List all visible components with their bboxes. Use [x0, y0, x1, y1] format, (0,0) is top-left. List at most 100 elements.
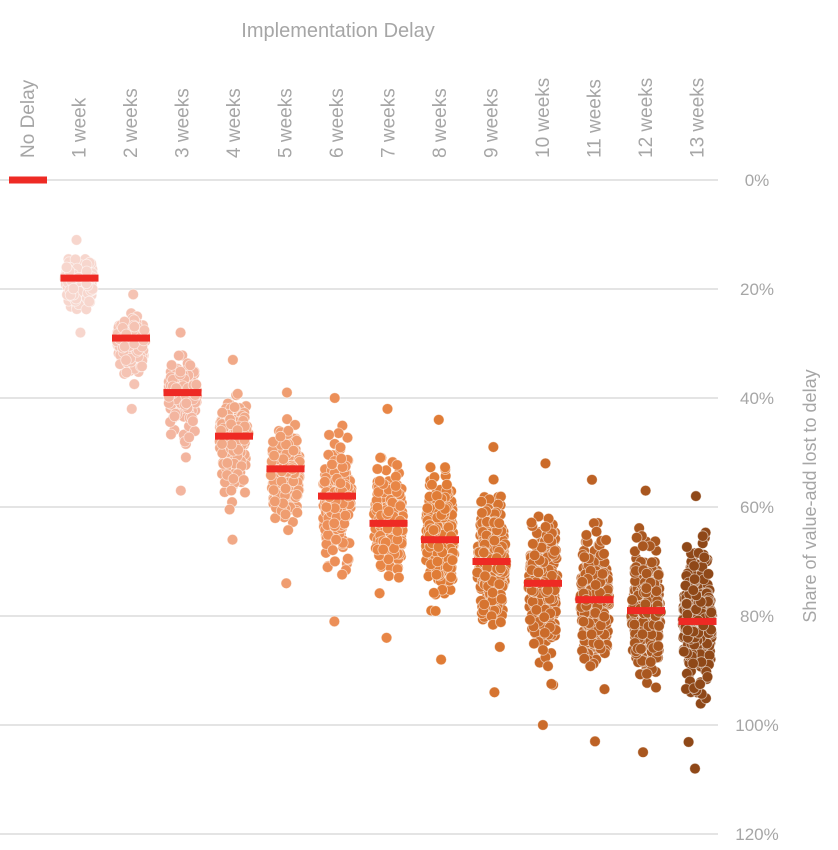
data-point [589, 735, 601, 748]
data-point [394, 500, 407, 512]
median-marker [369, 519, 408, 527]
data-point [478, 547, 490, 559]
data-point [281, 386, 293, 399]
y-tick-label: 100% [735, 716, 778, 735]
data-point [539, 627, 551, 639]
data-point [537, 644, 549, 656]
data-point [187, 415, 199, 427]
data-point [538, 611, 550, 623]
data-point [646, 556, 658, 569]
data-point [495, 616, 507, 628]
data-point [652, 569, 665, 581]
data-point [128, 321, 141, 333]
data-point [328, 517, 340, 530]
data-point [432, 541, 445, 553]
category-label: 11 weeks [585, 79, 606, 158]
data-point [433, 414, 445, 426]
median-marker [60, 274, 99, 282]
data-point [486, 587, 499, 599]
data-point [335, 452, 348, 465]
category-label: 12 weeks [636, 78, 657, 158]
category-label: 9 weeks [482, 88, 503, 158]
data-point [239, 486, 251, 499]
data-point [637, 540, 649, 552]
data-point [128, 378, 141, 390]
data-point [549, 545, 561, 557]
data-point [180, 451, 192, 464]
data-point [493, 517, 505, 529]
data-point [373, 587, 386, 600]
data-point [688, 560, 700, 572]
data-point [383, 505, 395, 518]
data-point [434, 499, 446, 511]
y-tick-label: 60% [740, 498, 774, 517]
category-label: 1 week [70, 97, 91, 158]
data-point [175, 484, 187, 497]
data-point [598, 683, 611, 695]
y-axis-label: Share of value-add lost to delay [800, 369, 820, 622]
data-point [70, 234, 83, 246]
data-point [174, 365, 187, 378]
data-point [291, 489, 303, 501]
data-point [268, 449, 280, 462]
data-point [687, 657, 699, 670]
data-point [184, 359, 197, 372]
y-tick-label: 120% [735, 825, 778, 844]
data-point [528, 549, 541, 562]
data-point [596, 568, 609, 580]
gridlines [0, 179, 718, 835]
data-point [678, 645, 690, 658]
data-point [183, 431, 195, 444]
y-tick-label: 40% [740, 389, 774, 408]
data-point [391, 459, 403, 471]
data-point [653, 620, 665, 632]
data-point [329, 392, 341, 404]
data-point [381, 403, 394, 415]
median-marker [215, 432, 253, 440]
data-point [328, 615, 341, 628]
data-point [327, 544, 339, 556]
category-label: 6 weeks [327, 88, 348, 158]
data-point [60, 261, 73, 274]
data-point [279, 483, 292, 495]
data-point [439, 461, 451, 474]
data-point [639, 484, 652, 497]
data-point [532, 566, 545, 579]
data-point [628, 618, 641, 631]
category-label: No Delay [18, 79, 39, 158]
data-point [641, 668, 653, 680]
data-point [279, 508, 292, 521]
data-point [380, 632, 393, 644]
data-point [237, 474, 250, 486]
data-point [590, 525, 603, 538]
data-point [165, 359, 178, 371]
data-point [525, 516, 538, 529]
data-point [640, 582, 653, 594]
data-point [635, 643, 647, 655]
category-label: 7 weeks [379, 88, 400, 158]
data-point [165, 428, 177, 441]
data-point [598, 548, 610, 560]
data-point [681, 541, 693, 553]
data-point [227, 473, 240, 485]
data-point [274, 430, 287, 443]
data-point [377, 543, 389, 556]
data-point [430, 569, 443, 581]
data-point [690, 490, 702, 502]
data-point [391, 525, 404, 537]
y-tick-label: 20% [740, 280, 774, 299]
data-point [282, 524, 294, 536]
data-point [476, 507, 488, 519]
data-point [527, 538, 539, 550]
data-point [542, 660, 554, 672]
data-point [390, 480, 402, 492]
data-point [221, 457, 234, 469]
data-point [478, 598, 490, 611]
data-point [585, 628, 598, 641]
data-point [341, 432, 354, 444]
data-point [645, 656, 657, 668]
data-point [593, 638, 605, 651]
data-point [650, 681, 662, 694]
median-marker [627, 607, 665, 615]
